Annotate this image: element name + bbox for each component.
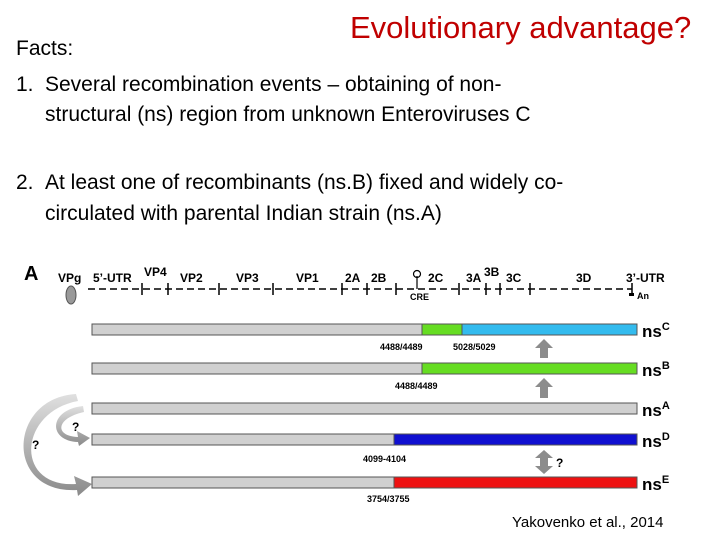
label-3c: 3C [506,271,522,285]
citation: Yakovenko et al., 2014 [512,514,664,531]
label-nsb: nsB [642,360,670,380]
cre-stemloop-icon [412,269,422,289]
label-2b: 2B [371,271,387,285]
slide-title: Evolutionary advantage? [350,10,692,45]
label-3a: 3A [466,271,482,285]
label-nsd: nsD [642,431,670,451]
label-vp2: VP2 [180,271,203,285]
label-vp1: VP1 [296,271,319,285]
breakpoint-nsd-1: 4099-4104 [363,454,406,464]
fact-2-number: 2. [16,171,34,194]
breakpoint-nsc-2: 5028/5029 [453,342,496,352]
curved-arrow-small-icon [56,406,90,446]
fact-1-line-2: structural (ns) region from unknown Ente… [45,103,531,126]
vpg-icon [65,285,77,305]
label-2a: 2A [345,271,361,285]
label-vp4: VP4 [144,265,167,279]
arrow-nsb-to-nsc-icon [535,339,553,358]
panel-label: A [24,263,38,285]
fact-1-line-1: Several recombination events – obtaining… [45,73,502,96]
question-mark-upper: ? [72,420,79,434]
label-nse: nsE [642,474,669,494]
breakpoint-nsc-1: 4488/4489 [380,342,423,352]
question-mark-right: ? [556,456,563,470]
label-3utr: 3’-UTR [626,271,665,285]
curved-arrow-large-icon [23,394,93,496]
label-polya: An [637,291,649,301]
facts-heading: Facts: [16,37,74,60]
question-mark-left: ? [32,438,39,452]
fact-1-number: 1. [16,73,34,96]
label-vp3: VP3 [236,271,259,285]
label-2c: 2C [428,271,444,285]
genome-map: VPg 5’-UTR VP4 VP2 VP3 VP1 2A 2B 2C 3A 3… [58,265,665,305]
breakpoint-nsb-1: 4488/4489 [395,381,438,391]
label-nsa: nsA [642,400,670,420]
genome-bar-nsa [91,402,638,415]
label-nsc: nsC [642,321,670,341]
double-arrow-nsd-nse-icon [535,450,553,474]
genome-bar-nse [91,476,638,489]
genome-bar-nsc [91,323,638,336]
arrow-nsa-to-nsb-icon [535,378,553,398]
label-3d: 3D [576,271,592,285]
label-5utr: 5’-UTR [93,271,132,285]
label-cre: CRE [410,292,429,302]
label-3b: 3B [484,265,500,279]
label-vpg: VPg [58,271,81,285]
breakpoint-nse-1: 3754/3755 [367,494,410,504]
genome-bar-nsd [91,433,638,446]
genome-bar-nsb [91,362,638,375]
fact-2-line-2: circulated with parental Indian strain (… [45,202,442,225]
fact-2-line-1: At least one of recombinants (ns.B) fixe… [45,171,564,194]
